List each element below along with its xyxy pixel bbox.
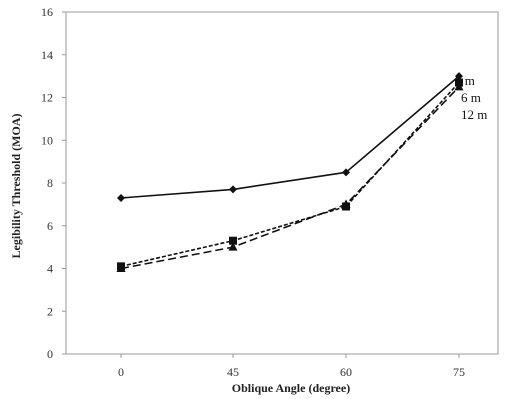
y-tick-label: 6 <box>47 219 53 233</box>
series-label-3: 12 m <box>461 107 487 122</box>
y-axis-title: Legibility Threshold (MOA) <box>9 114 23 259</box>
series-line-2 <box>120 81 460 268</box>
series-line-1 <box>120 75 460 199</box>
y-tick-label: 8 <box>47 176 53 190</box>
data-point-triangle <box>454 81 464 91</box>
data-point-diamond <box>229 185 237 194</box>
data-point-triangle <box>341 199 351 208</box>
data-point-diamond <box>455 72 463 81</box>
data-point-triangle <box>116 263 126 272</box>
y-tick-label: 10 <box>41 133 53 147</box>
series-label-1: 2 m <box>455 73 475 88</box>
data-point-square <box>229 236 237 245</box>
x-tick-label: 0 <box>118 365 124 379</box>
x-tick-label: 45 <box>227 365 239 379</box>
y-tick-label: 4 <box>47 262 53 276</box>
data-point-triangle <box>228 242 238 251</box>
x-tick-label: 60 <box>340 365 352 379</box>
y-tick-label: 16 <box>41 5 53 19</box>
data-point-diamond <box>342 168 350 177</box>
y-tick-label: 12 <box>41 91 53 105</box>
series-label-2: 6 m <box>461 90 481 105</box>
x-axis-title: Oblique Angle (degree) <box>232 381 350 395</box>
series-line-3 <box>120 86 460 270</box>
y-tick-label: 14 <box>41 48 53 62</box>
y-tick-label: 0 <box>47 347 53 361</box>
data-point-diamond <box>117 193 125 202</box>
plot-area <box>65 11 499 355</box>
y-tick-label: 2 <box>47 304 53 318</box>
x-tick-label: 75 <box>453 365 465 379</box>
